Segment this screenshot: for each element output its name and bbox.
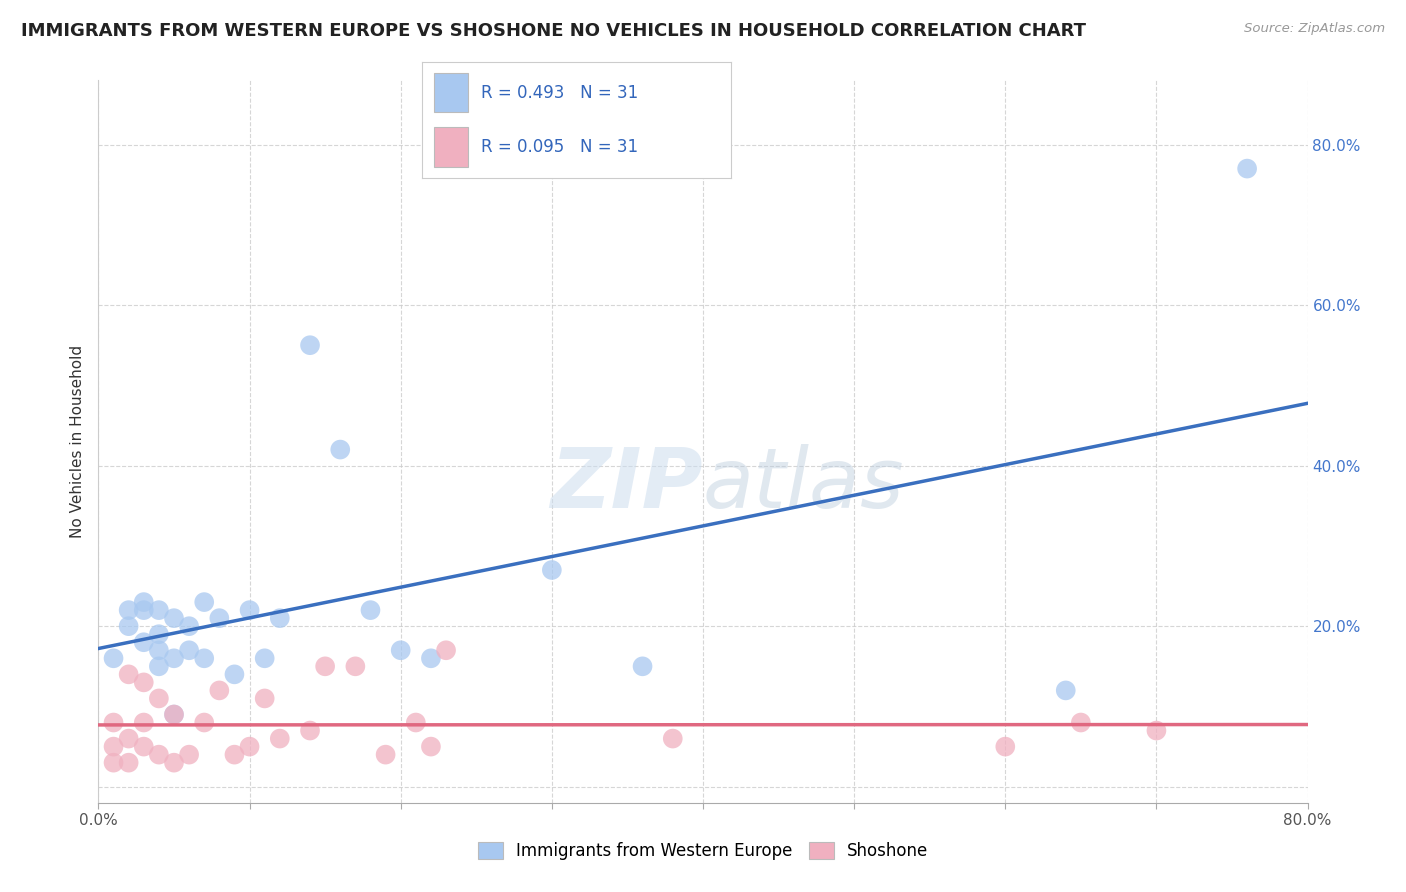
Point — [420, 651, 443, 665]
Y-axis label: No Vehicles in Household: No Vehicles in Household — [69, 345, 84, 538]
Text: IMMIGRANTS FROM WESTERN EUROPE VS SHOSHONE NO VEHICLES IN HOUSEHOLD CORRELATION : IMMIGRANTS FROM WESTERN EUROPE VS SHOSHO… — [21, 22, 1085, 40]
Point — [253, 651, 276, 665]
Point — [224, 667, 246, 681]
Point — [193, 651, 215, 665]
Point — [1054, 683, 1077, 698]
Point — [360, 603, 382, 617]
Point — [103, 715, 125, 730]
Point — [132, 603, 155, 617]
Point — [420, 739, 443, 754]
Point — [179, 747, 201, 762]
Point — [1144, 723, 1167, 738]
Point — [163, 756, 186, 770]
Point — [434, 643, 457, 657]
Point — [179, 643, 201, 657]
Point — [118, 603, 141, 617]
Point — [148, 603, 170, 617]
Point — [163, 651, 186, 665]
Point — [193, 595, 215, 609]
Point — [661, 731, 683, 746]
Point — [208, 683, 231, 698]
Point — [239, 603, 262, 617]
Point — [631, 659, 654, 673]
Point — [163, 707, 186, 722]
Point — [994, 739, 1017, 754]
Point — [148, 659, 170, 673]
Point — [118, 731, 141, 746]
Point — [103, 739, 125, 754]
Point — [148, 643, 170, 657]
Point — [1070, 715, 1092, 730]
Point — [193, 715, 215, 730]
Point — [148, 627, 170, 641]
Point — [132, 739, 155, 754]
Point — [179, 619, 201, 633]
Point — [269, 731, 291, 746]
Point — [299, 723, 322, 738]
Point — [208, 611, 231, 625]
Point — [118, 756, 141, 770]
Legend: Immigrants from Western Europe, Shoshone: Immigrants from Western Europe, Shoshone — [471, 835, 935, 867]
Point — [148, 691, 170, 706]
Point — [329, 442, 352, 457]
Point — [163, 611, 186, 625]
Point — [344, 659, 367, 673]
Point — [540, 563, 562, 577]
Point — [163, 707, 186, 722]
Text: Source: ZipAtlas.com: Source: ZipAtlas.com — [1244, 22, 1385, 36]
Point — [118, 619, 141, 633]
Point — [314, 659, 336, 673]
Text: ZIP: ZIP — [550, 444, 703, 525]
Point — [103, 756, 125, 770]
Point — [132, 595, 155, 609]
Point — [1236, 161, 1258, 176]
Point — [148, 747, 170, 762]
Text: atlas: atlas — [703, 444, 904, 525]
Text: R = 0.493   N = 31: R = 0.493 N = 31 — [481, 84, 638, 102]
Point — [132, 635, 155, 649]
Point — [118, 667, 141, 681]
Point — [239, 739, 262, 754]
Point — [132, 675, 155, 690]
Point — [103, 651, 125, 665]
Point — [224, 747, 246, 762]
Point — [269, 611, 291, 625]
Point — [253, 691, 276, 706]
Point — [374, 747, 396, 762]
Point — [132, 715, 155, 730]
FancyBboxPatch shape — [434, 128, 468, 167]
FancyBboxPatch shape — [434, 73, 468, 112]
Point — [389, 643, 412, 657]
Point — [405, 715, 427, 730]
Text: R = 0.095   N = 31: R = 0.095 N = 31 — [481, 138, 638, 156]
Point — [299, 338, 322, 352]
